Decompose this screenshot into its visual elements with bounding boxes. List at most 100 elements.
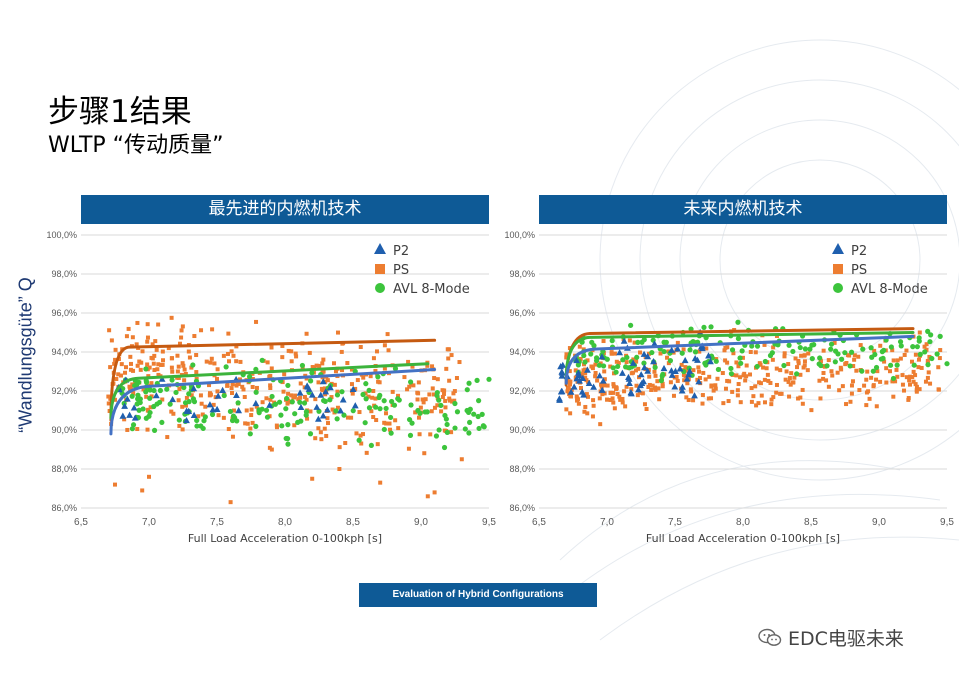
right-point-ps (574, 394, 579, 399)
left-point-ps (411, 383, 416, 388)
left-point-avl (366, 405, 373, 411)
evaluation-button[interactable]: Evaluation of Hybrid Configurations (359, 583, 597, 607)
right-point-ps (652, 385, 657, 390)
left-point-ps (160, 362, 165, 367)
right-point-ps (614, 386, 619, 391)
left-point-ps (428, 432, 433, 437)
left-point-ps (321, 357, 326, 362)
left-point-ps (241, 387, 246, 392)
right-point-avl (641, 337, 647, 343)
left-point-ps (230, 391, 235, 396)
right-point-ps (640, 391, 645, 396)
right-point-ps (631, 370, 636, 375)
right-point-ps (564, 352, 569, 357)
right-point-ps (585, 358, 590, 363)
left-point-ps (268, 386, 273, 391)
right-point-ps (620, 396, 625, 401)
left-point-avl (396, 397, 402, 403)
right-point-ps (890, 379, 895, 384)
right-point-ps (788, 382, 793, 387)
right-point-avl (922, 349, 928, 355)
right-point-ps (658, 351, 663, 356)
left-point-avl (334, 392, 341, 398)
left-point-avl (389, 398, 395, 405)
right-point-ps (849, 383, 854, 388)
right-point-ps (713, 383, 718, 388)
left-point-p2 (169, 395, 177, 403)
left-point-ps (231, 408, 236, 413)
left-point-ps (361, 375, 366, 380)
right-point-p2 (558, 372, 566, 379)
right-point-ps (858, 343, 863, 348)
right-point-ps (711, 388, 716, 393)
left-point-ps (369, 409, 374, 414)
right-point-p2 (674, 345, 681, 352)
right-point-ps (742, 371, 747, 376)
left-x-tick-label: 9,0 (414, 517, 428, 528)
left-point-ps (109, 338, 114, 343)
right-point-avl (809, 356, 815, 362)
left-point-ps (194, 370, 199, 375)
left-point-avl (253, 389, 259, 395)
right-point-p2 (558, 369, 566, 376)
right-point-avl (600, 363, 607, 369)
right-point-ps (821, 370, 826, 375)
left-point-ps (187, 355, 192, 360)
right-point-avl (728, 371, 735, 377)
right-point-ps (697, 349, 702, 354)
left-point-ps (324, 433, 329, 438)
left-point-ps (221, 353, 226, 358)
left-point-avl (388, 414, 394, 421)
right-point-p2 (573, 356, 581, 364)
left-legend-label: PS (393, 263, 409, 278)
right-point-ps (573, 368, 578, 373)
right-point-p2 (681, 356, 689, 364)
left-point-avl (264, 414, 271, 420)
left-point-ps (242, 394, 247, 399)
left-point-avl (276, 399, 283, 405)
right-point-ps (725, 360, 730, 365)
right-point-p2 (575, 371, 583, 379)
left-point-avl (434, 389, 440, 396)
left-point-ps (139, 360, 144, 365)
left-point-ps (393, 418, 398, 423)
right-point-avl (667, 358, 674, 364)
left-point-ps (286, 348, 291, 353)
right-point-ps (909, 359, 914, 364)
left-point-avl (438, 402, 444, 408)
left-point-p2 (209, 406, 217, 413)
right-point-ps (852, 353, 857, 358)
left-point-ps (254, 385, 259, 390)
left-point-ps (226, 331, 231, 336)
left-point-avl (129, 426, 135, 432)
right-point-ps (691, 398, 696, 403)
left-point-ps (267, 374, 272, 379)
left-point-ps (376, 379, 381, 384)
left-point-ps (340, 368, 345, 373)
right-point-ps (826, 384, 831, 389)
left-point-avl (151, 387, 157, 394)
left-point-ps (215, 376, 220, 381)
left-point-ps (146, 374, 151, 379)
right-point-avl (916, 338, 922, 344)
left-point-avl (436, 397, 442, 403)
right-point-ps (611, 384, 616, 389)
right-point-p2 (640, 350, 648, 357)
right-point-ps (864, 403, 869, 408)
right-point-p2 (641, 363, 648, 371)
right-point-avl (807, 346, 813, 352)
right-y-tick-label: 100,0% (504, 230, 535, 240)
right-point-ps (913, 382, 918, 387)
left-point-ps (123, 370, 128, 375)
right-point-avl (729, 347, 736, 353)
left-point-avl (169, 377, 175, 383)
right-point-ps (840, 384, 845, 389)
left-point-ps (249, 407, 254, 412)
left-point-ps (325, 416, 330, 421)
right-point-ps (761, 365, 766, 370)
left-point-p2 (235, 406, 243, 414)
right-point-ps (926, 370, 931, 375)
left-legend-marker-ps (375, 264, 385, 274)
left-point-ps (145, 335, 150, 340)
